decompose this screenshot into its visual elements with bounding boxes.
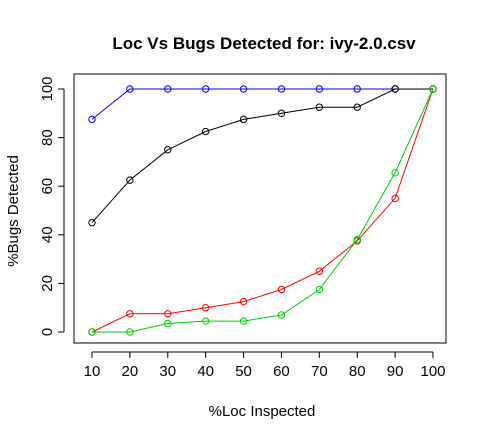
data-point: [88, 115, 96, 124]
data-point: [391, 169, 399, 177]
x-tick-label: 60: [273, 363, 290, 380]
data-point: [201, 127, 210, 136]
y-axis: 0 20 40 60 80 100: [39, 76, 65, 336]
series-line: [92, 88, 434, 333]
data-point: [353, 103, 361, 111]
series-0: [88, 85, 437, 124]
data-point: [277, 85, 286, 93]
data-point: [201, 85, 210, 93]
y-tick-label: 0: [39, 328, 56, 336]
series-layer: [88, 85, 437, 336]
data-point: [164, 85, 172, 93]
data-point: [277, 109, 286, 118]
data-point: [239, 297, 248, 306]
series-line: [91, 88, 434, 333]
data-point: [164, 146, 172, 154]
x-tick-label: 90: [387, 363, 404, 380]
data-point: [239, 85, 248, 93]
data-point: [164, 319, 172, 328]
data-point: [126, 328, 134, 336]
data-point: [201, 317, 210, 325]
chart-title: Loc Vs Bugs Detected for: ivy-2.0.csv: [112, 34, 416, 53]
data-point: [315, 267, 324, 275]
y-tick-label: 100: [39, 76, 56, 101]
x-axis-label: %Loc Inspected: [209, 403, 316, 420]
data-point: [315, 285, 324, 294]
x-tick-label: 80: [349, 363, 366, 380]
data-point: [315, 85, 324, 93]
data-point: [277, 285, 286, 294]
y-axis-label: %Bugs Detected: [5, 155, 22, 267]
data-point: [239, 317, 248, 325]
x-tick-label: 30: [159, 363, 176, 380]
plot-box: [73, 73, 447, 344]
x-tick-label: 100: [420, 363, 445, 380]
y-tick-label: 20: [39, 275, 56, 292]
x-tick-label: 70: [311, 363, 328, 380]
data-point: [126, 310, 134, 318]
data-point: [353, 235, 361, 244]
data-point: [88, 328, 96, 336]
data-point: [126, 176, 134, 184]
x-tick-label: 10: [84, 363, 101, 380]
data-point: [429, 85, 437, 93]
x-tick-label: 50: [235, 363, 252, 380]
data-point: [353, 85, 361, 93]
y-tick-label: 60: [39, 178, 56, 195]
data-point: [239, 115, 248, 124]
x-tick-label: 40: [197, 363, 214, 380]
x-axis: 10 20 30 40 50 60 70 80 90 100: [84, 351, 446, 380]
x-tick-label: 20: [122, 363, 139, 380]
data-point: [391, 85, 399, 93]
data-point: [277, 311, 286, 319]
data-point: [88, 218, 96, 227]
series-3: [88, 85, 437, 336]
series-line: [91, 88, 433, 120]
data-point: [315, 103, 324, 111]
series-line: [91, 88, 433, 223]
data-point: [391, 194, 399, 203]
y-tick-label: 80: [39, 129, 56, 146]
data-point: [164, 310, 172, 318]
series-2: [88, 85, 437, 336]
series-1: [88, 85, 437, 227]
y-tick-label: 40: [39, 226, 56, 243]
data-point: [201, 304, 210, 312]
data-point: [126, 85, 134, 93]
